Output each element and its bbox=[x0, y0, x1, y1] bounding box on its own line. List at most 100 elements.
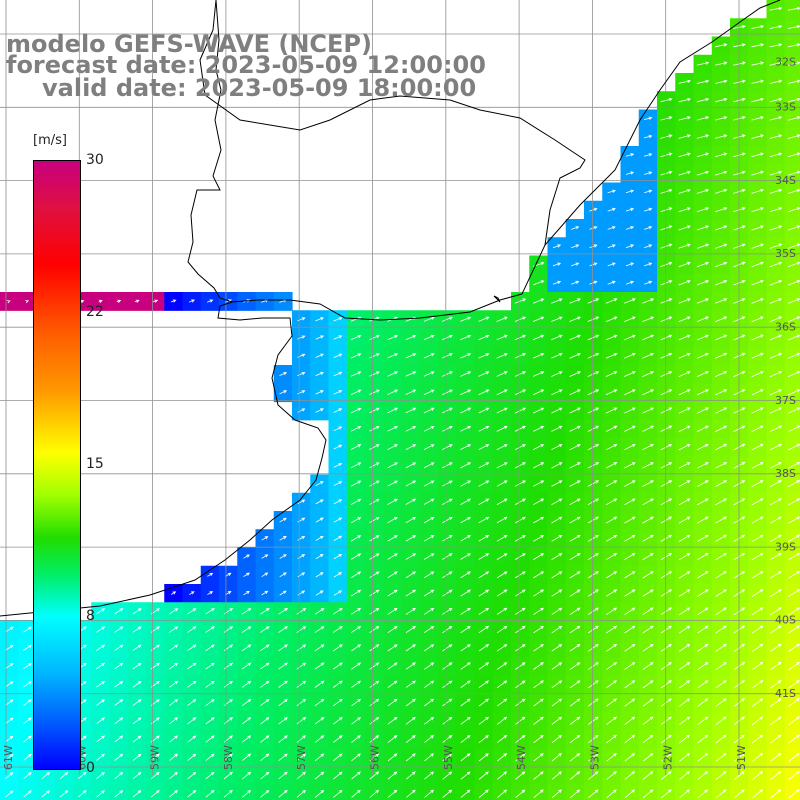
model-title: modelo GEFS-WAVE (NCEP) bbox=[6, 30, 372, 58]
wind-arrow bbox=[207, 572, 214, 577]
wind-cell bbox=[164, 784, 184, 800]
wind-arrow bbox=[478, 680, 490, 689]
wind-arrow bbox=[478, 735, 489, 744]
wind-arrow bbox=[569, 589, 581, 597]
wind-arrow bbox=[515, 698, 526, 707]
wind-arrow bbox=[406, 789, 416, 798]
wind-cell bbox=[310, 584, 330, 603]
wind-arrow bbox=[660, 407, 673, 414]
wind-cell bbox=[547, 438, 567, 457]
wind-cell bbox=[584, 492, 603, 512]
wind-arrow bbox=[96, 699, 105, 706]
wind-cell bbox=[711, 292, 731, 311]
wind-arrow bbox=[587, 589, 599, 597]
wind-cell bbox=[730, 693, 749, 713]
wind-cell bbox=[18, 620, 38, 640]
wind-arrow bbox=[625, 262, 635, 267]
wind-arrow bbox=[442, 426, 453, 432]
wind-cell bbox=[182, 657, 202, 676]
wind-arrow bbox=[606, 734, 617, 744]
wind-cell bbox=[273, 638, 293, 658]
wind-arrow bbox=[405, 753, 416, 762]
wind-cell bbox=[383, 784, 403, 800]
wind-arrow bbox=[333, 426, 343, 432]
wind-arrow bbox=[496, 607, 508, 615]
wind-arrow bbox=[423, 480, 435, 487]
wind-cell bbox=[492, 620, 512, 640]
wind-cell bbox=[620, 657, 640, 676]
wind-arrow bbox=[496, 589, 508, 597]
wind-arrow bbox=[569, 643, 581, 652]
wind-arrow bbox=[296, 698, 307, 707]
wind-arrow bbox=[114, 717, 124, 725]
wind-arrow bbox=[624, 480, 636, 487]
wind-arrow bbox=[678, 261, 691, 268]
wind-arrow bbox=[132, 735, 142, 743]
wind-arrow bbox=[442, 735, 453, 743]
wind-arrow bbox=[497, 753, 508, 762]
wind-arrow bbox=[514, 407, 527, 414]
wind-arrow bbox=[205, 662, 215, 670]
wind-cell bbox=[401, 711, 421, 731]
wind-arrow bbox=[697, 534, 709, 542]
wind-arrow bbox=[297, 353, 306, 358]
wind-cell bbox=[748, 164, 768, 184]
wind-cell bbox=[638, 784, 658, 800]
wind-arrow bbox=[23, 662, 32, 670]
wind-cell bbox=[474, 638, 494, 658]
wind-arrow bbox=[715, 79, 728, 84]
wind-arrow bbox=[114, 680, 124, 688]
wind-arrow bbox=[350, 371, 362, 377]
wind-arrow bbox=[624, 425, 636, 432]
wind-cell bbox=[711, 383, 731, 403]
wind-cell bbox=[693, 383, 713, 403]
wind-cell bbox=[784, 638, 800, 658]
wind-arrow bbox=[223, 662, 234, 670]
wind-arrow bbox=[587, 480, 600, 487]
wind-cell bbox=[383, 711, 403, 731]
wind-arrow bbox=[715, 716, 727, 726]
wind-cell bbox=[675, 474, 695, 494]
wind-arrow bbox=[589, 262, 598, 267]
wind-arrow bbox=[679, 661, 691, 671]
wind-cell bbox=[200, 602, 220, 622]
wind-arrow bbox=[423, 498, 435, 505]
wind-arrow bbox=[424, 698, 435, 707]
wind-arrow bbox=[715, 371, 728, 377]
wind-cell bbox=[109, 784, 129, 800]
lat-label: 35S bbox=[775, 247, 796, 260]
wind-arrow bbox=[369, 680, 380, 688]
wind-arrow bbox=[478, 607, 490, 615]
wind-arrow bbox=[696, 371, 710, 377]
wind-cell bbox=[292, 365, 311, 384]
wind-arrow bbox=[187, 753, 197, 761]
wind-cell bbox=[748, 602, 768, 622]
wind-arrow bbox=[315, 499, 324, 505]
wind-cell bbox=[383, 675, 403, 695]
wind-arrow bbox=[351, 644, 362, 652]
wind-cell bbox=[219, 602, 238, 622]
wind-cell bbox=[657, 657, 676, 676]
wind-arrow bbox=[533, 462, 545, 469]
wind-cell bbox=[310, 638, 330, 658]
wind-arrow bbox=[587, 662, 599, 670]
wind-arrow bbox=[387, 753, 398, 762]
wind-cell bbox=[657, 638, 676, 658]
wind-arrow bbox=[332, 607, 343, 615]
wind-cell bbox=[474, 310, 494, 330]
wind-arrow bbox=[514, 607, 526, 615]
wind-arrow bbox=[205, 771, 215, 780]
wind-cell bbox=[292, 529, 311, 549]
wind-cell bbox=[492, 401, 512, 421]
wind-arrow bbox=[660, 152, 673, 158]
wind-arrow bbox=[460, 444, 472, 450]
wind-cell bbox=[401, 346, 421, 366]
wind-arrow bbox=[405, 735, 416, 743]
wind-cell bbox=[310, 328, 330, 348]
wind-cell bbox=[693, 784, 713, 800]
wind-arrow bbox=[679, 752, 690, 762]
wind-arrow bbox=[697, 716, 709, 726]
wind-arrow bbox=[260, 680, 270, 688]
wind-arrow bbox=[624, 553, 636, 561]
wind-cell bbox=[146, 638, 165, 658]
